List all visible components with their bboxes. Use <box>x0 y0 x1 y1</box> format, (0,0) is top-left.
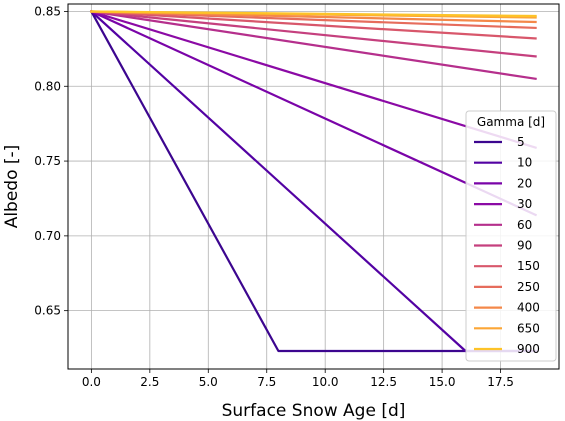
x-tick-label: 5.0 <box>199 375 218 389</box>
x-tick-label: 0.0 <box>82 375 101 389</box>
x-tick-label: 12.5 <box>370 375 397 389</box>
legend-title: Gamma [d] <box>477 115 545 129</box>
legend: Gamma [d] 5 10 20 30 60 90 150 250 400 650 900 <box>465 110 557 362</box>
x-axis-title: Surface Snow Age [d] <box>222 401 406 421</box>
legend-label: 30 <box>517 197 532 211</box>
legend-label: 20 <box>517 176 532 190</box>
series-lines <box>89 9 538 353</box>
series-line-60 <box>90 10 537 81</box>
legend-box <box>465 110 557 362</box>
legend-label: 10 <box>517 156 532 170</box>
y-tick-label: 0.80 <box>34 79 61 93</box>
legend-label: 5 <box>517 135 525 149</box>
legend-label: 250 <box>517 280 540 294</box>
plot-frame <box>67 3 560 370</box>
series-line-900 <box>90 10 537 18</box>
legend-items: 5 10 20 30 60 90 150 250 400 650 900 <box>474 135 540 356</box>
series-line-30 <box>90 10 537 149</box>
x-tick-label: 10.0 <box>312 375 339 389</box>
y-tick-label: 0.65 <box>34 304 61 318</box>
x-tick-label: 15.0 <box>429 375 456 389</box>
x-tick-label: 17.5 <box>487 375 514 389</box>
x-tick-label: 2.5 <box>140 375 159 389</box>
y-axis-title: Albedo [-] <box>2 145 22 229</box>
series-line-90 <box>90 10 537 58</box>
x-tick-label: 7.5 <box>257 375 276 389</box>
x-axis-ticks: 0.0 2.5 5.0 7.5 10.0 12.5 15.0 17.5 <box>82 369 514 389</box>
legend-label: 150 <box>517 259 540 273</box>
legend-label: 90 <box>517 239 532 253</box>
legend-label: 900 <box>517 342 540 356</box>
series-line-5 <box>89 10 537 353</box>
y-axis-ticks: 0.65 0.70 0.75 0.80 0.85 <box>34 4 68 318</box>
series-line-150 <box>90 10 537 40</box>
y-tick-label: 0.75 <box>34 154 61 168</box>
legend-label: 650 <box>517 321 540 335</box>
y-tick-label: 0.70 <box>34 229 61 243</box>
legend-label: 400 <box>517 301 540 315</box>
y-tick-label: 0.85 <box>34 4 61 18</box>
series-line-20 <box>89 10 538 217</box>
legend-label: 60 <box>517 218 532 232</box>
